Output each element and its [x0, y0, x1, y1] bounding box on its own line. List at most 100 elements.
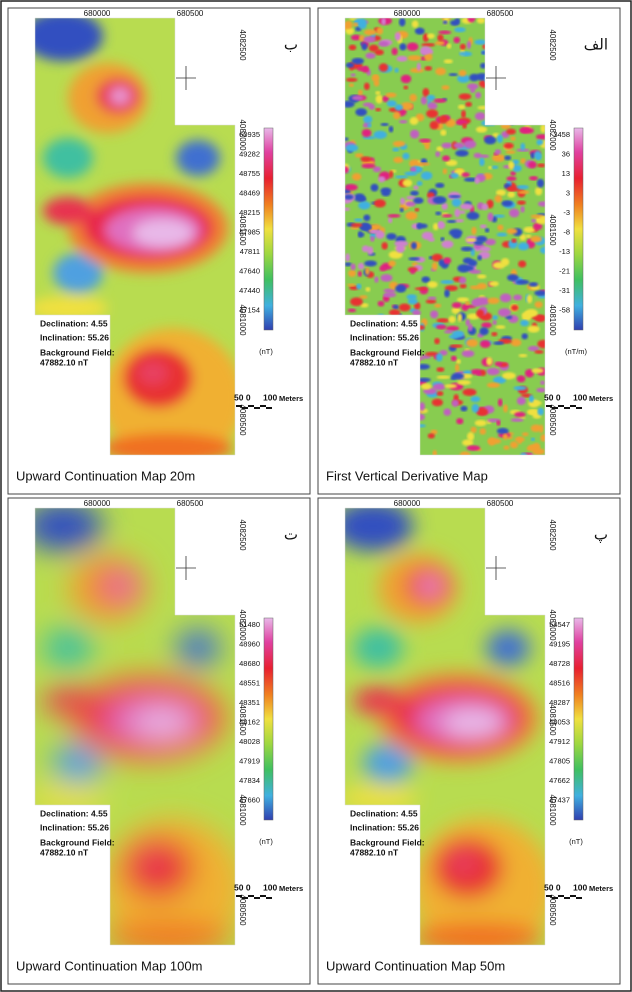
map-texture	[358, 400, 373, 405]
map-texture	[399, 451, 407, 455]
map-texture	[357, 386, 365, 392]
map-texture	[345, 369, 350, 377]
map-texture	[516, 396, 526, 405]
scale-bar	[260, 405, 266, 407]
map-texture	[394, 67, 399, 73]
map-texture	[513, 56, 522, 66]
map-texture	[496, 427, 509, 435]
map-texture	[430, 310, 439, 319]
anomaly	[138, 851, 168, 875]
anomaly	[363, 743, 413, 783]
map-texture	[414, 207, 420, 212]
map-texture	[467, 83, 479, 90]
map-texture	[512, 164, 522, 172]
map-texture	[391, 47, 398, 56]
map-texture	[518, 353, 528, 358]
scale-bar	[242, 407, 248, 409]
map-texture	[353, 193, 366, 202]
map-texture	[444, 330, 454, 334]
map-texture	[449, 344, 463, 348]
map-texture	[442, 20, 448, 25]
map-texture	[351, 57, 365, 65]
anomaly	[443, 709, 503, 737]
map-texture	[537, 339, 545, 349]
map-texture	[372, 166, 382, 173]
map-texture	[406, 294, 417, 300]
colorbar-label: 48728	[549, 659, 570, 668]
map-texture	[388, 217, 393, 224]
map-texture	[373, 448, 383, 455]
map-texture	[400, 197, 406, 205]
map-texture	[531, 218, 537, 223]
map-texture	[361, 128, 372, 138]
map-texture	[476, 372, 482, 376]
map-texture	[530, 152, 536, 159]
map-texture	[377, 403, 384, 409]
map-texture	[515, 279, 530, 285]
map-texture	[396, 55, 408, 62]
anomaly	[345, 786, 418, 810]
map-texture	[496, 134, 503, 144]
caption: First Vertical Derivative Map	[326, 468, 488, 483]
colorbar-label: -58	[559, 305, 570, 314]
map-texture	[375, 94, 383, 104]
map-texture	[515, 40, 526, 47]
x-axis-label: 680000	[84, 499, 111, 508]
colorbar-label: 47811	[240, 247, 260, 256]
map-texture	[407, 298, 418, 305]
scale-bar	[576, 407, 582, 409]
map-texture	[510, 136, 516, 141]
caption: Upward Continuation Map 20m	[16, 468, 195, 483]
map-texture	[474, 39, 487, 45]
annotation: Background Field:	[350, 347, 425, 357]
map-texture	[392, 147, 400, 152]
map-texture	[450, 172, 459, 179]
map-texture	[501, 103, 510, 111]
map-texture	[381, 242, 388, 250]
annotation: Inclination: 55.26	[40, 332, 109, 342]
annotation: Background Field:	[40, 347, 115, 357]
annotation: 47882.10 nT	[350, 357, 399, 367]
map-texture	[348, 44, 357, 51]
map-texture	[454, 363, 460, 372]
map-texture	[410, 406, 415, 413]
map-texture	[350, 34, 362, 41]
map-texture	[530, 424, 542, 432]
map-texture	[394, 405, 405, 409]
map-texture	[484, 238, 496, 246]
map-texture	[540, 124, 545, 133]
colorbar-label: -8	[563, 227, 570, 236]
annotation: Background Field:	[350, 837, 425, 847]
map-texture	[379, 439, 391, 445]
map-texture	[350, 73, 356, 77]
map-texture	[388, 417, 395, 426]
colorbar	[573, 617, 584, 821]
map-texture	[529, 395, 534, 403]
map-texture	[535, 153, 542, 161]
map-texture	[476, 18, 486, 24]
x-axis-label: 680000	[84, 9, 111, 18]
scale-bar	[254, 897, 260, 899]
map-texture	[486, 382, 500, 388]
map-texture	[530, 41, 536, 47]
map-texture	[442, 168, 448, 175]
map-texture	[434, 40, 445, 46]
map-texture	[496, 189, 506, 196]
map-texture	[345, 422, 356, 429]
map-texture	[433, 98, 447, 103]
map-texture	[363, 29, 377, 36]
map-edge	[344, 507, 546, 946]
map-texture	[451, 399, 459, 407]
colorbar-label: 48551	[239, 678, 260, 687]
scale-bar	[266, 897, 272, 899]
map-texture	[383, 288, 396, 294]
map-texture	[437, 34, 444, 42]
map-texture	[356, 399, 369, 407]
map-texture	[513, 386, 527, 391]
map-texture	[388, 309, 401, 317]
map-anomalies	[345, 508, 545, 945]
map-texture	[420, 383, 432, 390]
map-texture	[522, 32, 528, 37]
map-texture	[528, 85, 541, 91]
